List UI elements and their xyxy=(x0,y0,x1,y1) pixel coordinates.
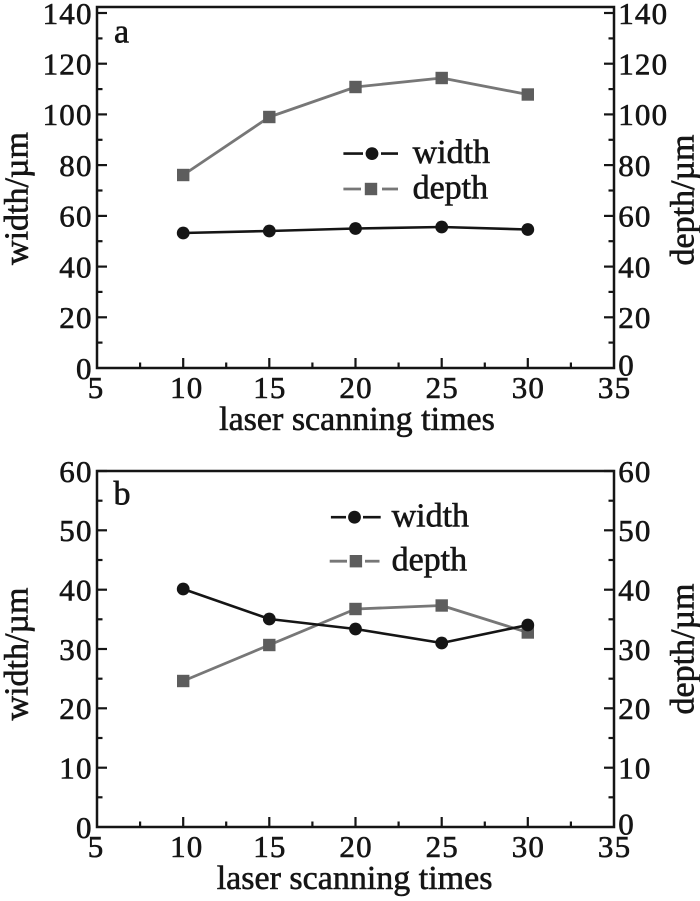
svg-text:a: a xyxy=(114,14,129,51)
svg-text:120: 120 xyxy=(43,47,93,82)
svg-text:0: 0 xyxy=(618,347,635,382)
svg-text:b: b xyxy=(114,476,131,513)
svg-text:0: 0 xyxy=(76,351,93,386)
svg-text:width: width xyxy=(392,498,469,535)
svg-text:40: 40 xyxy=(59,249,92,284)
svg-text:20: 20 xyxy=(59,300,92,335)
svg-text:35: 35 xyxy=(598,829,631,864)
svg-text:width: width xyxy=(413,134,490,171)
svg-text:laser scanning times: laser scanning times xyxy=(219,401,495,438)
svg-text:20: 20 xyxy=(339,370,372,405)
svg-text:5: 5 xyxy=(88,370,105,405)
svg-text:100: 100 xyxy=(43,97,93,132)
svg-text:width/µm: width/µm xyxy=(0,132,36,265)
svg-text:30: 30 xyxy=(512,829,545,864)
svg-text:60: 60 xyxy=(59,454,92,489)
svg-text:40: 40 xyxy=(618,249,651,284)
svg-text:120: 120 xyxy=(618,47,668,82)
svg-text:140: 140 xyxy=(618,0,668,31)
svg-text:15: 15 xyxy=(253,370,286,405)
svg-text:20: 20 xyxy=(618,300,651,335)
svg-text:50: 50 xyxy=(618,513,651,548)
svg-text:laser scanning times: laser scanning times xyxy=(217,860,493,897)
svg-text:60: 60 xyxy=(59,199,92,234)
svg-text:80: 80 xyxy=(59,148,92,183)
svg-text:0: 0 xyxy=(76,810,93,845)
svg-text:5: 5 xyxy=(88,829,105,864)
svg-text:depth/µm: depth/µm xyxy=(665,583,700,714)
svg-text:depth: depth xyxy=(413,170,489,207)
svg-text:10: 10 xyxy=(618,751,651,786)
svg-text:depth: depth xyxy=(392,542,468,579)
svg-text:100: 100 xyxy=(618,97,668,132)
svg-text:30: 30 xyxy=(618,632,651,667)
svg-text:80: 80 xyxy=(618,148,651,183)
svg-text:20: 20 xyxy=(59,691,92,726)
svg-text:10: 10 xyxy=(170,370,203,405)
svg-text:10: 10 xyxy=(170,829,203,864)
svg-text:35: 35 xyxy=(598,370,631,405)
svg-text:20: 20 xyxy=(339,829,372,864)
svg-text:25: 25 xyxy=(426,370,459,405)
svg-text:depth/µm: depth/µm xyxy=(665,134,700,265)
svg-text:30: 30 xyxy=(59,632,92,667)
svg-text:60: 60 xyxy=(618,454,651,489)
svg-text:0: 0 xyxy=(618,806,635,841)
svg-text:140: 140 xyxy=(43,0,93,31)
svg-text:width/µm: width/µm xyxy=(0,588,36,721)
svg-text:30: 30 xyxy=(512,370,545,405)
svg-text:10: 10 xyxy=(59,751,92,786)
svg-text:50: 50 xyxy=(59,513,92,548)
svg-text:40: 40 xyxy=(59,573,92,608)
svg-text:15: 15 xyxy=(253,829,286,864)
svg-text:40: 40 xyxy=(618,573,651,608)
svg-text:20: 20 xyxy=(618,691,651,726)
svg-text:60: 60 xyxy=(618,199,651,234)
svg-text:25: 25 xyxy=(426,829,459,864)
